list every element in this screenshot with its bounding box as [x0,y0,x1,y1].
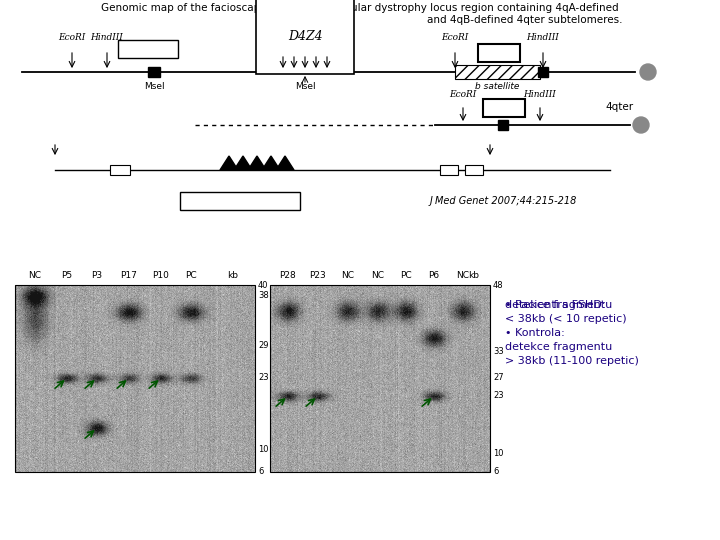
Bar [498,120,508,130]
Text: < 38kb (< 10 repetic): < 38kb (< 10 repetic) [505,314,626,324]
Text: kb: kb [469,271,480,280]
Bar [538,67,548,77]
Text: kb: kb [228,271,238,280]
Text: P5: P5 [61,271,73,280]
Text: EcoRI: EcoRI [441,33,469,42]
Text: 10: 10 [493,449,503,458]
Text: NC: NC [341,271,354,280]
Text: PC: PC [400,271,412,280]
Text: and 4qB-defined 4qter subtelomeres.: and 4qB-defined 4qter subtelomeres. [427,15,623,25]
Text: 6: 6 [258,468,264,476]
Text: MseI: MseI [294,82,315,91]
Text: 4qB: 4qB [491,102,517,114]
Text: • Pacienti s FSHD:: • Pacienti s FSHD: [505,300,606,310]
Text: > 38kb (11-100 repetic): > 38kb (11-100 repetic) [505,356,639,366]
Text: HindIII: HindIII [91,33,123,42]
Text: EcoRI: EcoRI [449,90,477,99]
Polygon shape [234,156,252,170]
Text: b satellite: b satellite [474,82,519,91]
Bar [110,165,130,175]
Circle shape [633,117,649,133]
Text: J Med Genet 2007;44:215-218: J Med Genet 2007;44:215-218 [430,196,577,206]
Polygon shape [220,156,238,170]
Text: 4qter: 4qter [606,102,634,112]
Text: Genomic map of the facioscapulohumeral muscular dystrophy locus region containin: Genomic map of the facioscapulohumeral m… [102,3,618,13]
Text: P3: P3 [91,271,102,280]
Text: HindIII  fragment: HindIII fragment [194,197,287,206]
Text: MseI: MseI [144,82,164,91]
Text: NC: NC [372,271,384,280]
Text: NC: NC [456,271,469,280]
Bar [148,67,160,77]
Text: • Kontrola:: • Kontrola: [505,328,564,338]
Text: D4Z4: D4Z4 [288,30,323,43]
Text: 10: 10 [258,446,269,455]
Text: 38: 38 [258,292,269,300]
Text: 6: 6 [493,468,498,476]
Circle shape [640,64,656,80]
Bar [483,99,525,117]
Bar [478,44,520,62]
Text: HindIII: HindIII [523,90,557,99]
Text: detekce fragmentu: detekce fragmentu [505,300,612,310]
Bar [180,192,300,210]
Text: PC: PC [185,271,197,280]
Text: P23: P23 [310,271,326,280]
Text: 27: 27 [493,374,503,382]
Polygon shape [262,156,280,170]
Text: p13 E11: p13 E11 [127,44,169,54]
Text: 4qA: 4qA [486,46,512,59]
Text: detekce fragmentu: detekce fragmentu [505,342,612,352]
Bar [270,285,490,472]
Bar [465,165,483,175]
Text: 23: 23 [493,392,503,401]
Text: EcoRI: EcoRI [58,33,86,42]
Text: 48: 48 [493,280,503,289]
Text: NC: NC [29,271,42,280]
Bar [440,165,458,175]
Bar [118,40,178,58]
Text: 29: 29 [258,341,269,349]
Text: HindIII: HindIII [526,33,559,42]
Text: P28: P28 [279,271,297,280]
Text: 23: 23 [258,374,269,382]
Bar [455,65,540,79]
Text: 33: 33 [493,347,504,355]
Text: 40: 40 [258,280,269,289]
Text: P17: P17 [120,271,138,280]
Polygon shape [276,156,294,170]
Text: P10: P10 [153,271,169,280]
Polygon shape [248,156,266,170]
Text: P6: P6 [428,271,440,280]
Bar [15,285,255,472]
